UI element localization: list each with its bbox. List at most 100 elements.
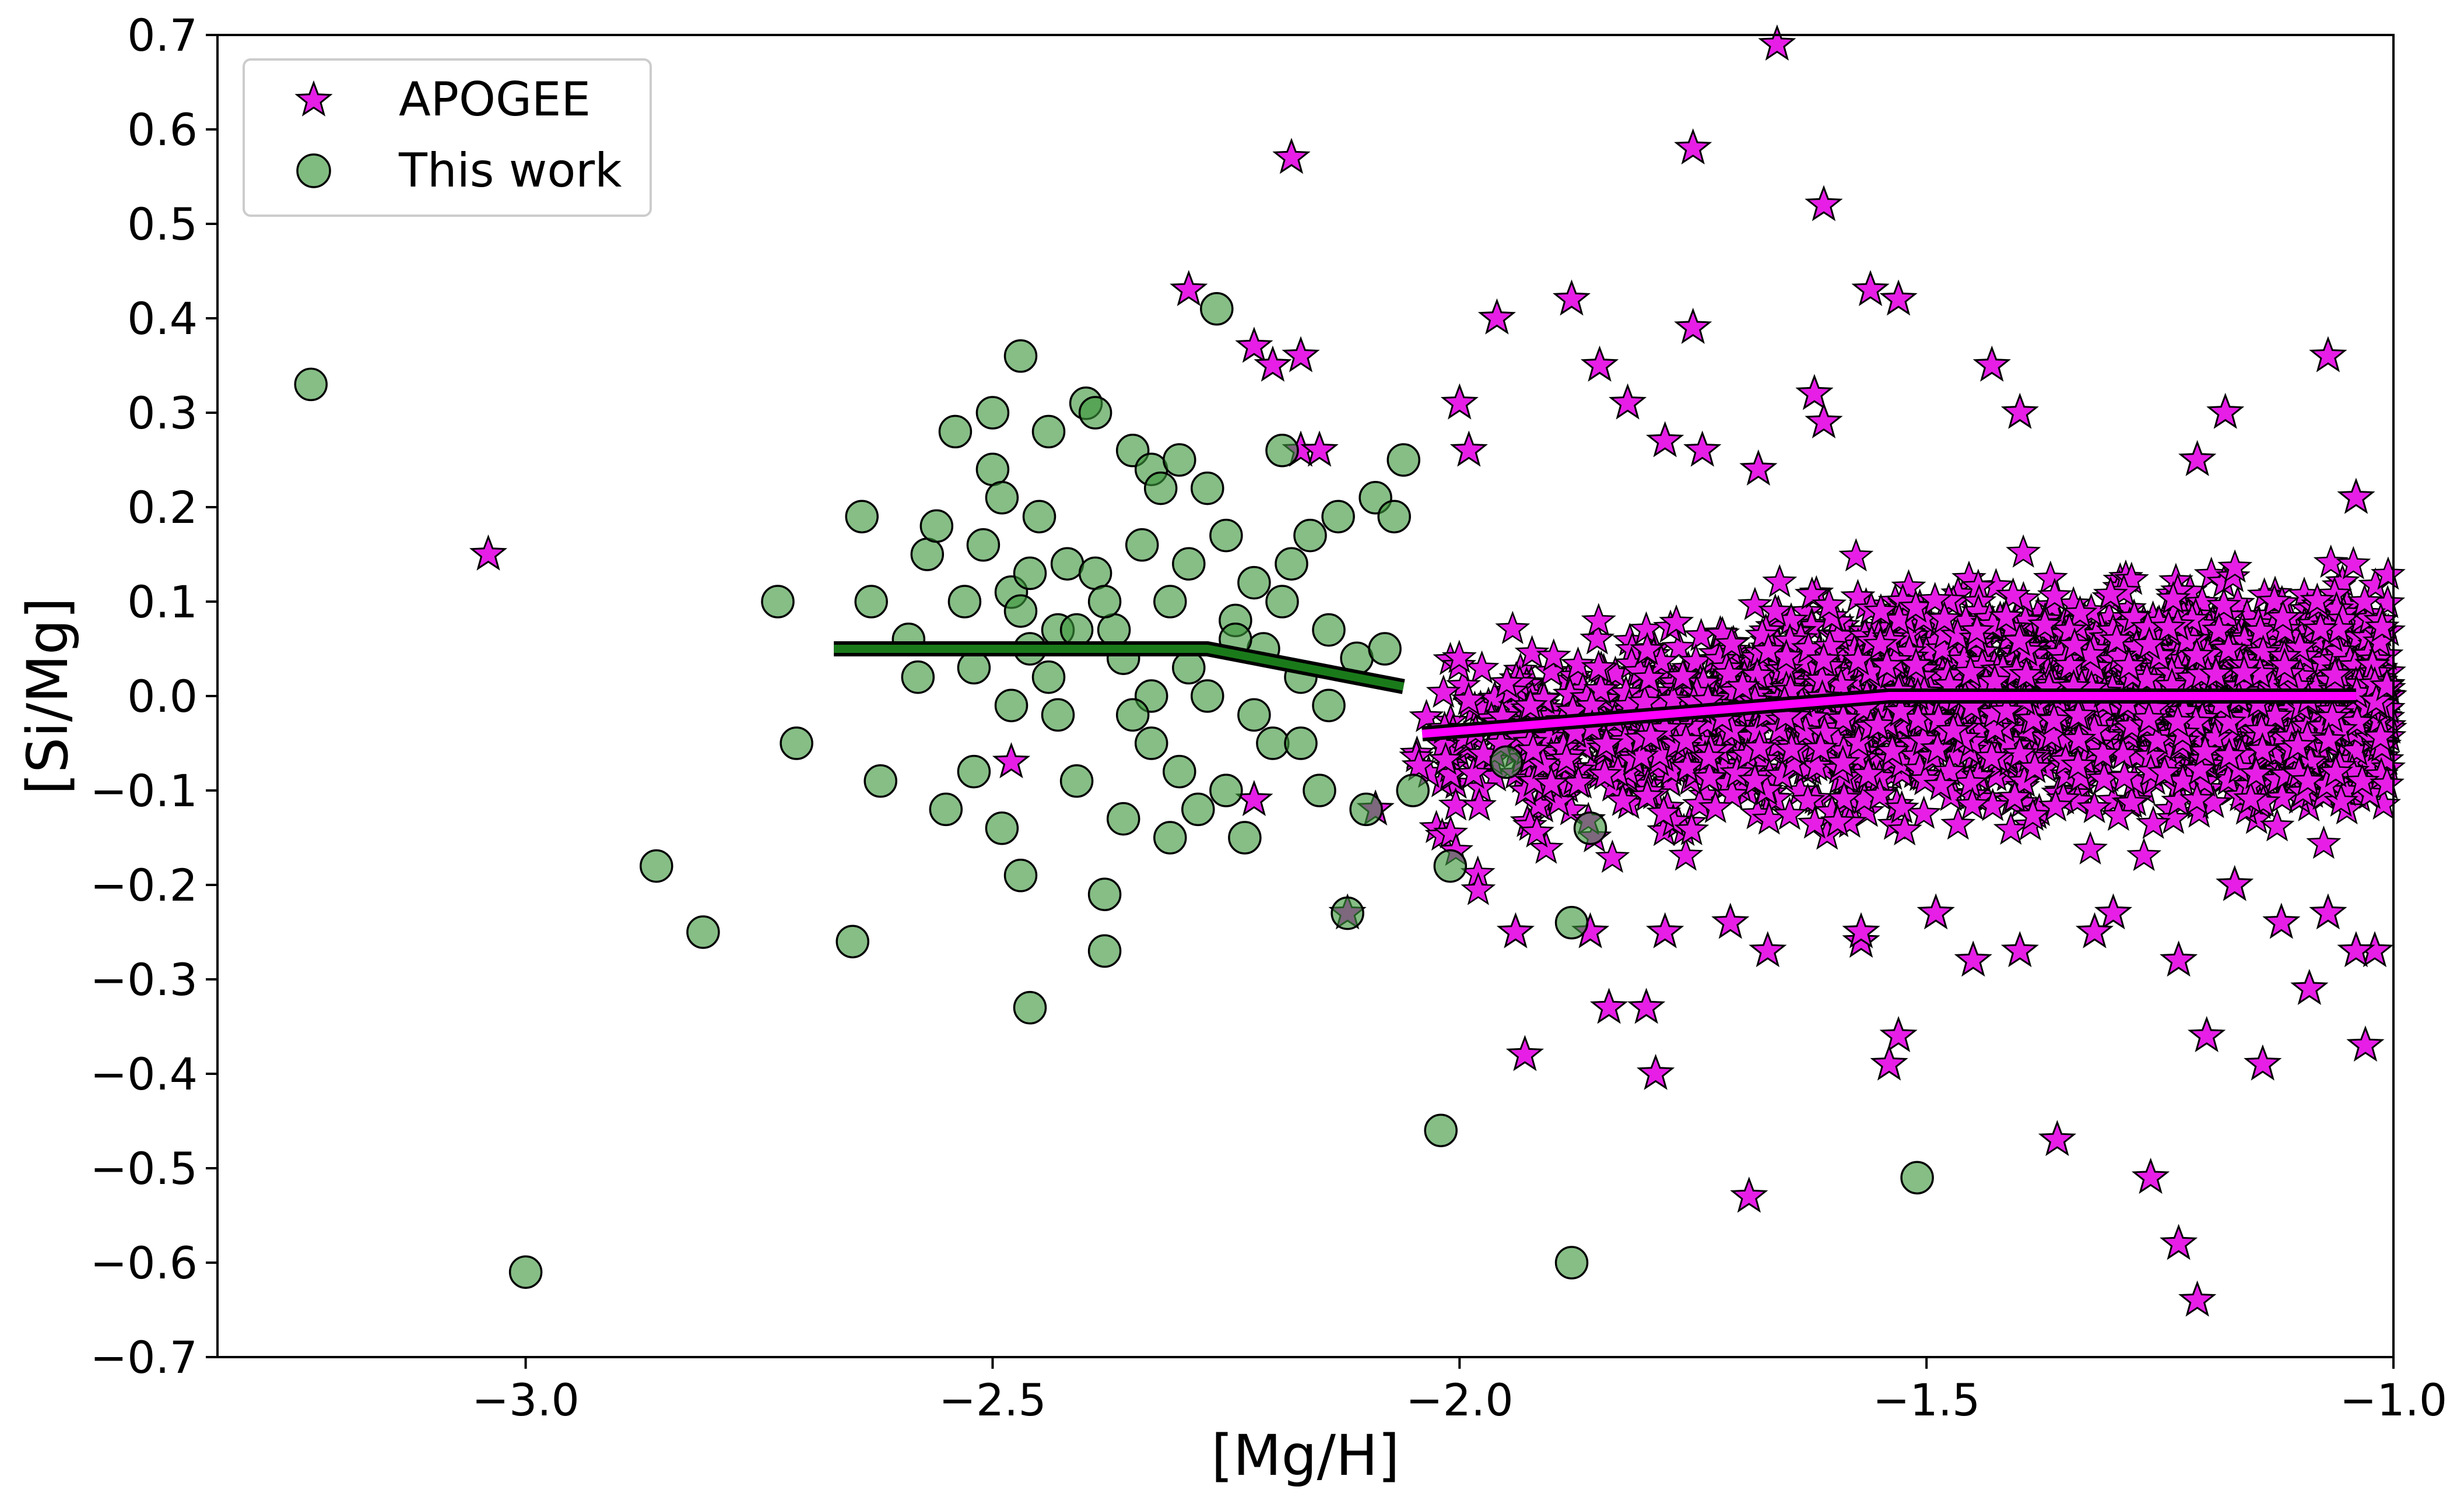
apogee-star-marker: [2093, 576, 2128, 610]
apogee-star-marker: [1581, 649, 1616, 683]
apogee-star-marker: [2370, 766, 2405, 800]
this-work-circle-marker: [1181, 792, 1215, 827]
apogee-star-marker: [1877, 642, 1913, 676]
this-work-circle-marker: [966, 528, 1001, 562]
apogee-star-marker: [2347, 584, 2382, 617]
y-tick-label: 0.4: [127, 293, 198, 345]
this-work-circle-marker: [508, 1255, 543, 1289]
apogee-star-marker: [2280, 728, 2316, 761]
apogee-star-marker: [1300, 430, 1339, 467]
this-work-circle-marker: [294, 367, 328, 402]
y-tick-label: −0.1: [90, 765, 198, 817]
apogee-star-marker: [1997, 779, 2033, 813]
apogee-star-marker: [1683, 430, 1722, 467]
apogee-star-marker: [2002, 736, 2037, 769]
legend-star-shape: [294, 80, 333, 117]
apogee-star-marker: [1772, 796, 1807, 830]
apogee-star-marker: [2179, 637, 2214, 671]
apogee-star-marker: [2107, 759, 2142, 793]
apogee-star-marker: [1812, 587, 1847, 621]
apogee-star-marker: [1711, 902, 1750, 939]
y-tick-label: −0.7: [90, 1331, 198, 1383]
apogee-star-marker: [1449, 430, 1488, 467]
this-work-circle-marker: [1312, 688, 1346, 722]
x-axis-title: [Mg/H]: [1211, 1423, 1399, 1488]
this-work-circle-marker: [1078, 556, 1112, 591]
apogee-star-marker: [1953, 765, 1988, 799]
apogee-star-marker: [1851, 756, 1886, 790]
trend-lines: [834, 641, 2356, 742]
apogee-star-marker: [2311, 722, 2347, 755]
this-work-circle-marker: [1163, 443, 1196, 477]
apogee-star-marker: [2337, 477, 2375, 514]
apogee-star-marker: [1826, 701, 1861, 735]
this-work-circle-marker: [1256, 726, 1290, 760]
apogee-star-marker: [1932, 753, 1967, 787]
this-work-circle-marker: [761, 585, 795, 619]
this-work-circle-marker: [1349, 792, 1383, 827]
this-work-circle-marker: [1106, 802, 1140, 836]
apogee-star-marker: [1631, 660, 1667, 694]
apogee-star-marker: [1863, 593, 1898, 627]
apogee-star-marker: [2073, 831, 2108, 865]
apogee-star-marker: [992, 742, 1031, 779]
apogee-star-marker: [1674, 811, 1710, 845]
apogee-star-marker: [1737, 762, 1772, 796]
apogee-star-marker: [1841, 642, 1876, 676]
apogee-star-marker: [1549, 741, 1584, 775]
apogee-star-marker: [2131, 1157, 2170, 1194]
this-work-circle-marker: [1200, 292, 1234, 326]
legend-box: [243, 58, 652, 217]
apogee-star-marker: [2006, 764, 2042, 797]
apogee-star-marker: [1725, 669, 1760, 702]
apogee-star-marker: [2212, 704, 2247, 737]
apogee-star-marker: [1514, 635, 1550, 669]
apogee-star-marker: [2309, 893, 2347, 930]
this-work-circle-marker: [1331, 896, 1364, 930]
legend-circle-icon: [296, 153, 331, 188]
apogee-star-marker: [1441, 639, 1477, 673]
this-work-circle-marker: [1097, 613, 1131, 647]
x-tick-label: −2.5: [939, 1374, 1047, 1426]
apogee-star-marker: [1989, 693, 2024, 726]
apogee-star-marker: [2344, 763, 2380, 797]
apogee-star-marker: [2306, 825, 2342, 859]
y-tick-label: 0.1: [127, 576, 198, 628]
apogee-star-marker: [2217, 549, 2253, 583]
this-work-circle-marker: [1087, 877, 1122, 911]
apogee-star-marker: [2060, 747, 2096, 781]
apogee-star-marker: [2337, 931, 2375, 968]
apogee-star-marker: [1433, 815, 1468, 849]
apogee-star-marker: [1605, 782, 1641, 816]
apogee-star-marker: [2036, 702, 2072, 736]
apogee-star-marker: [2101, 797, 2136, 831]
this-work-circle-marker: [1303, 774, 1336, 807]
apogee-star-marker: [2156, 800, 2191, 834]
this-work-circle-marker: [854, 585, 888, 619]
apogee-star-marker: [2156, 581, 2191, 614]
x-axis-ticks: −3.0 −2.5 −2.0 −1.5 −1.0: [472, 1357, 2447, 1426]
this-work-circle-marker: [929, 792, 963, 827]
apogee-star-marker: [1445, 667, 1481, 701]
apogee-star-marker: [1875, 733, 1910, 767]
y-tick-label: 0.6: [127, 104, 198, 156]
apogee-star-marker: [2033, 560, 2068, 594]
apogee-star-marker: [2290, 762, 2326, 796]
apogee-star-marker: [2317, 656, 2353, 690]
apogee-star-marker: [1646, 795, 1682, 828]
this-work-circle-marker: [1153, 821, 1187, 855]
this-work-circle-marker: [1134, 726, 1168, 760]
apogee-star-marker: [1851, 270, 1890, 307]
apogee-star-marker: [2265, 599, 2301, 633]
this-work-circle-marker: [957, 651, 991, 685]
this-work-circle-marker: [1433, 849, 1468, 883]
apogee-star-marker: [1772, 623, 1807, 656]
this-work-circle-marker: [1013, 556, 1047, 591]
y-tick-label: −0.6: [90, 1237, 198, 1289]
this-work-circle-marker: [1396, 774, 1430, 807]
apogee-star-marker: [1790, 782, 1826, 816]
apogee-star-marker: [1627, 988, 1666, 1024]
apogee-star-marker: [2075, 912, 2114, 948]
apogee-star-marker: [1661, 629, 1697, 663]
apogee-star-marker: [1745, 617, 1780, 651]
